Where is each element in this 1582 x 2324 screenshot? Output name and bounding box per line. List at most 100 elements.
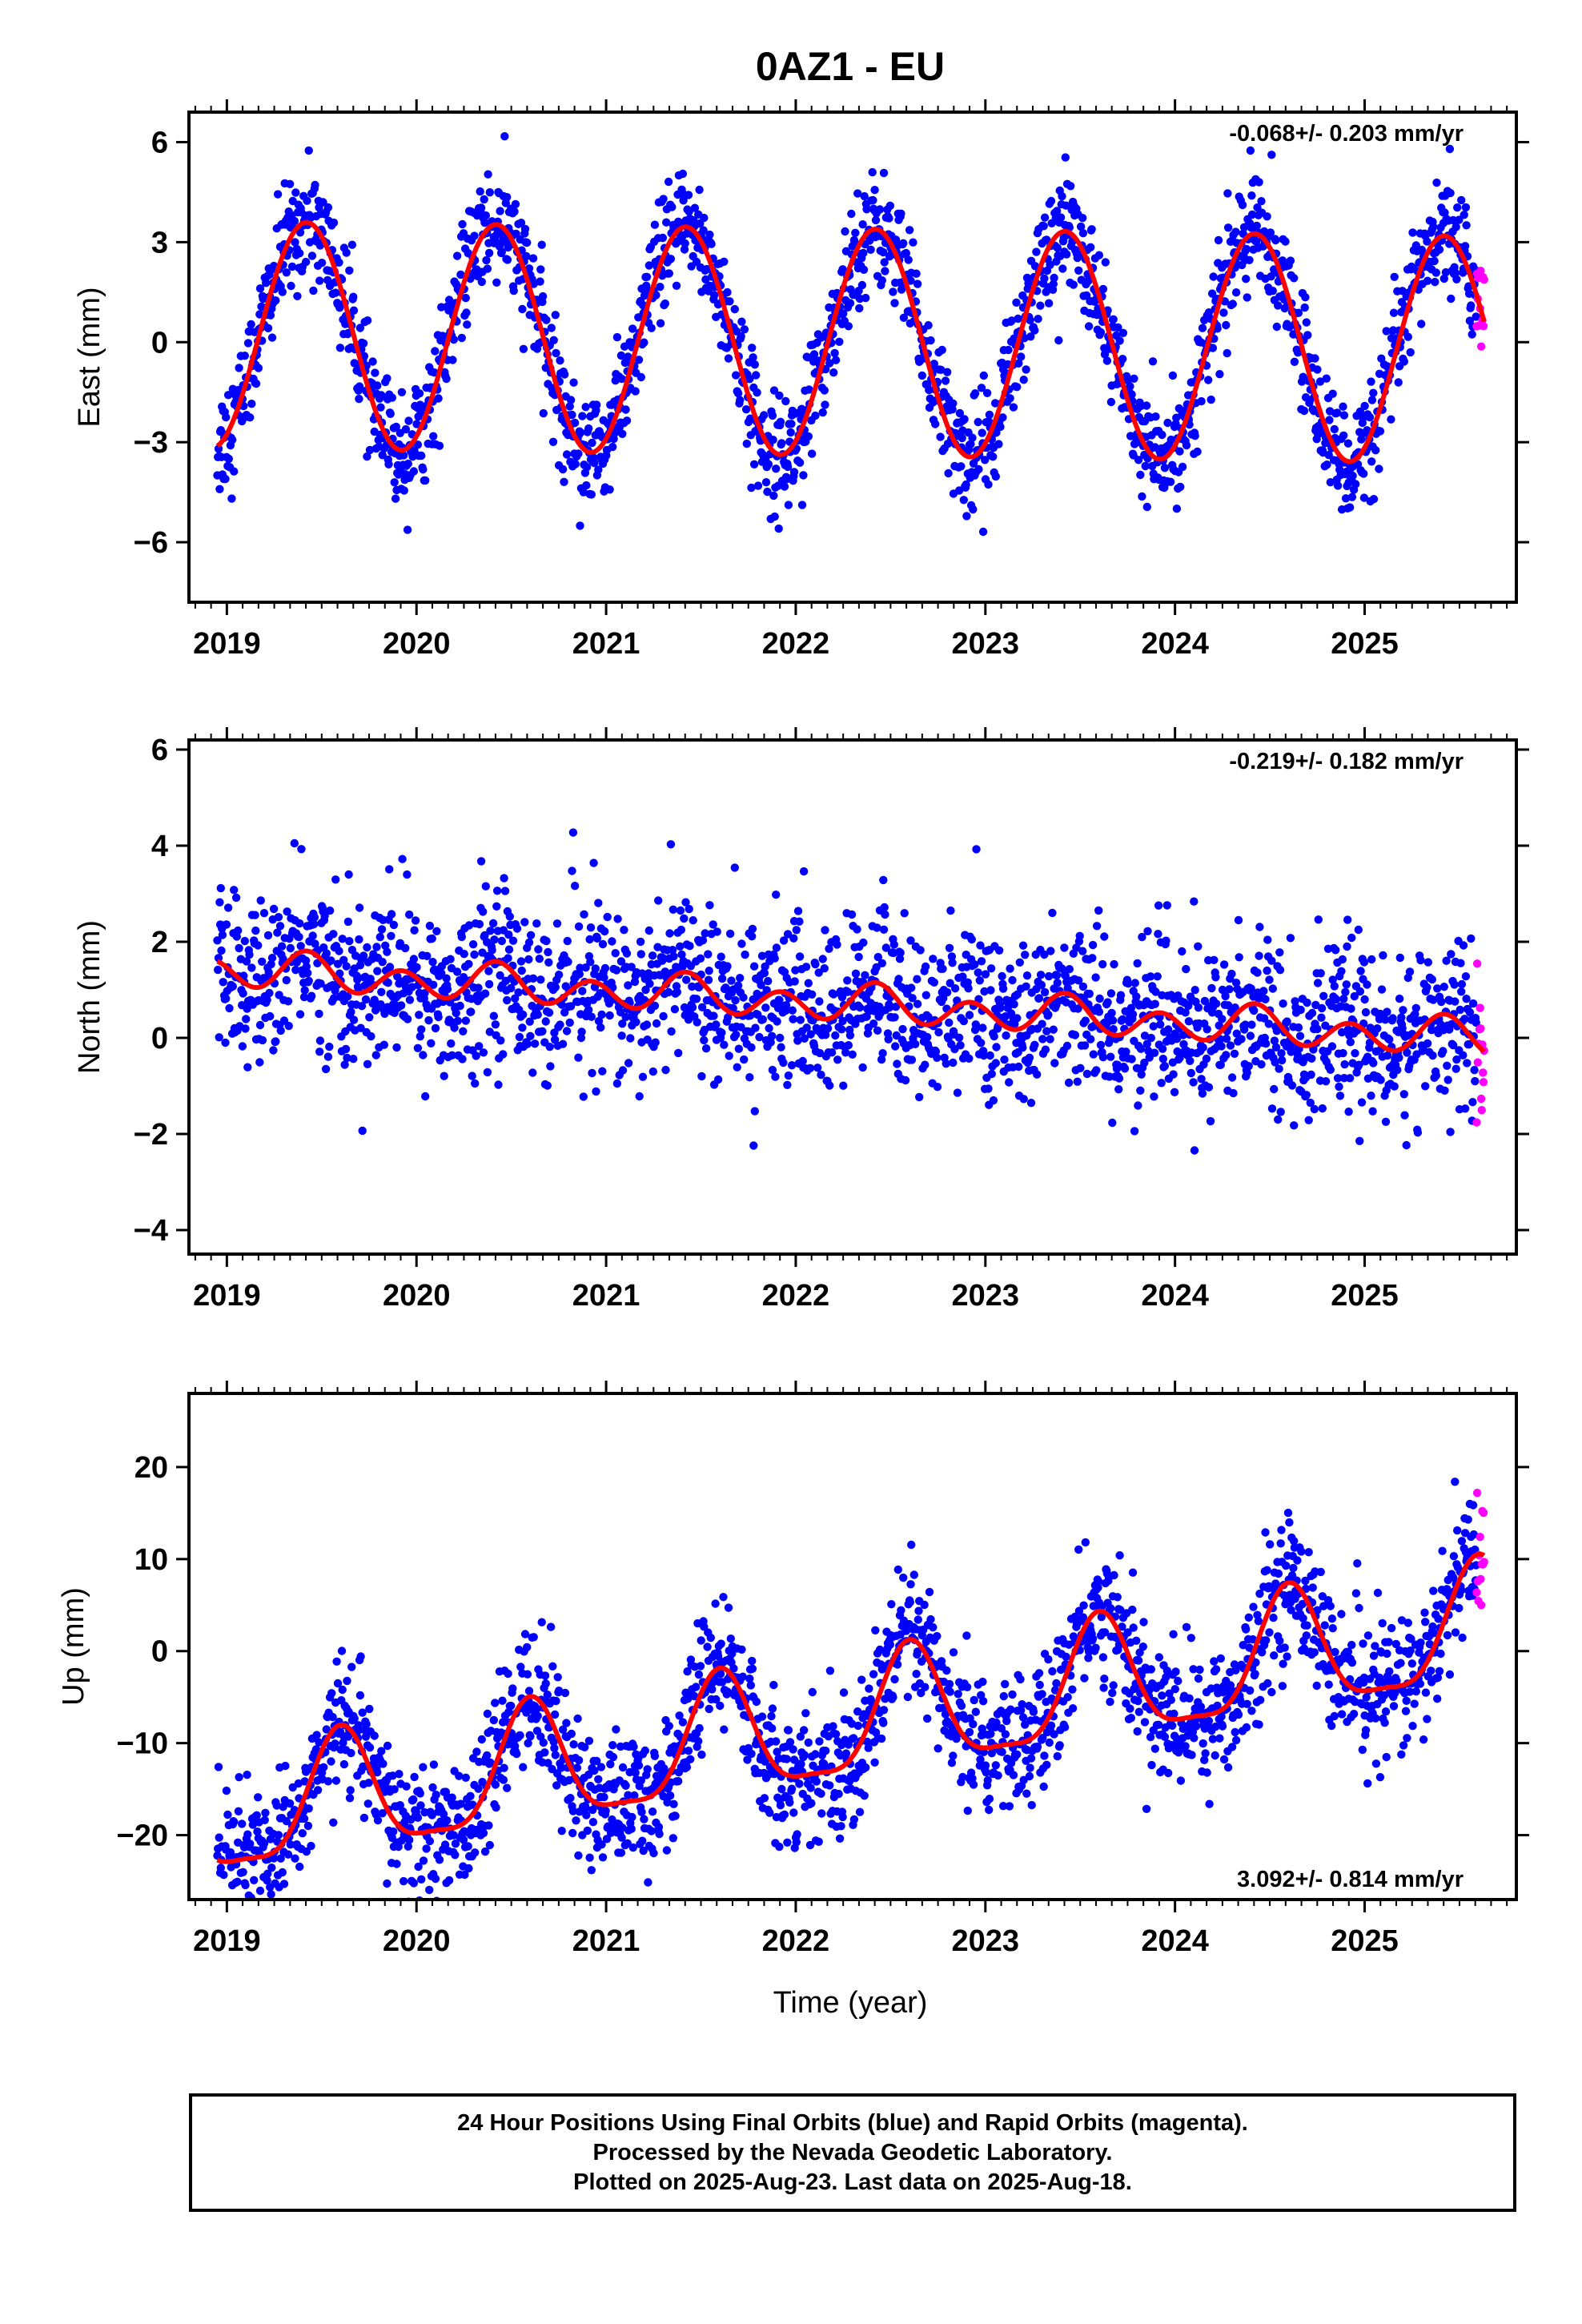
final-point [301, 956, 311, 965]
final-point [1158, 430, 1166, 440]
final-point [1014, 359, 1023, 368]
final-point [975, 976, 985, 985]
final-point [263, 931, 273, 940]
final-point [1092, 922, 1102, 931]
rapid-point [1476, 1024, 1485, 1033]
final-point [1040, 274, 1049, 283]
final-point [670, 1005, 680, 1014]
final-point [1088, 954, 1097, 963]
final-point [243, 1771, 251, 1779]
final-point [885, 214, 893, 223]
final-point [1399, 357, 1409, 366]
final-point [539, 408, 548, 418]
final-point [1455, 215, 1464, 224]
final-point [1317, 1003, 1327, 1013]
final-point [380, 1009, 389, 1019]
final-point [991, 472, 1001, 481]
final-point [1081, 1016, 1090, 1025]
final-point [219, 1871, 228, 1880]
final-point [224, 454, 233, 464]
final-point [519, 344, 528, 353]
final-point [381, 941, 390, 951]
final-point [977, 1039, 986, 1047]
final-point [409, 467, 419, 476]
final-point [774, 524, 783, 533]
final-point [915, 1092, 924, 1102]
final-point [705, 230, 714, 239]
final-point [508, 936, 518, 945]
final-point [1050, 273, 1058, 283]
final-point [308, 931, 317, 940]
final-point [776, 417, 785, 426]
final-point [775, 391, 784, 400]
final-point [291, 188, 300, 197]
final-point [1130, 374, 1138, 383]
x-tick-label: 2024 [1141, 1279, 1209, 1313]
final-point [1290, 274, 1299, 283]
final-point [1431, 268, 1441, 277]
final-point [1276, 1108, 1285, 1116]
final-point [273, 928, 282, 937]
final-point [745, 414, 755, 423]
final-point [986, 1051, 994, 1060]
final-point [853, 925, 861, 934]
y-tick-label: 2 [151, 926, 168, 959]
final-point [480, 931, 489, 940]
final-point [875, 205, 885, 214]
final-point [359, 339, 368, 348]
final-point [432, 927, 441, 936]
final-point [1267, 1104, 1277, 1113]
final-point [1341, 987, 1350, 997]
final-point [377, 925, 387, 934]
final-point [243, 1830, 252, 1839]
final-point [777, 1043, 785, 1051]
final-point [431, 1023, 440, 1033]
final-point [652, 291, 661, 300]
final-point [1169, 1070, 1178, 1079]
final-point [1357, 435, 1366, 444]
final-point [958, 433, 966, 443]
final-point [1268, 287, 1278, 296]
final-point [1037, 980, 1046, 990]
final-point [1357, 1098, 1367, 1107]
final-point [576, 428, 585, 437]
final-point [1302, 318, 1311, 327]
final-point [737, 939, 746, 948]
final-point [241, 1024, 250, 1033]
final-point [862, 205, 871, 214]
final-point [884, 1035, 893, 1044]
final-point [709, 1011, 718, 1020]
final-point [307, 251, 317, 260]
final-point [733, 981, 743, 990]
final-point [784, 1071, 793, 1080]
final-point [1034, 994, 1044, 1003]
final-point [827, 1048, 837, 1057]
final-point [321, 1064, 331, 1074]
final-point [1091, 973, 1100, 982]
final-point [678, 169, 688, 179]
final-point [1202, 1054, 1211, 1063]
rapid-point [1472, 1118, 1481, 1127]
final-point [405, 995, 415, 1004]
final-point [419, 1051, 428, 1059]
final-point [1290, 357, 1299, 366]
final-point [216, 426, 225, 435]
final-point [1108, 1016, 1118, 1025]
final-point [373, 967, 382, 975]
final-point [1347, 1004, 1355, 1013]
final-point [861, 971, 869, 980]
final-point [339, 955, 348, 965]
final-point [569, 378, 578, 387]
final-point [327, 1689, 336, 1698]
final-point [1132, 992, 1141, 1001]
x-tick-label: 2019 [193, 1279, 261, 1313]
final-point [1038, 1035, 1047, 1043]
final-point [841, 1048, 850, 1057]
final-point [379, 1040, 388, 1049]
final-point [1348, 471, 1357, 480]
final-point [238, 1042, 247, 1051]
final-point [1085, 989, 1094, 999]
final-point [1295, 1031, 1305, 1040]
final-point [616, 351, 626, 360]
final-point [399, 1876, 408, 1886]
